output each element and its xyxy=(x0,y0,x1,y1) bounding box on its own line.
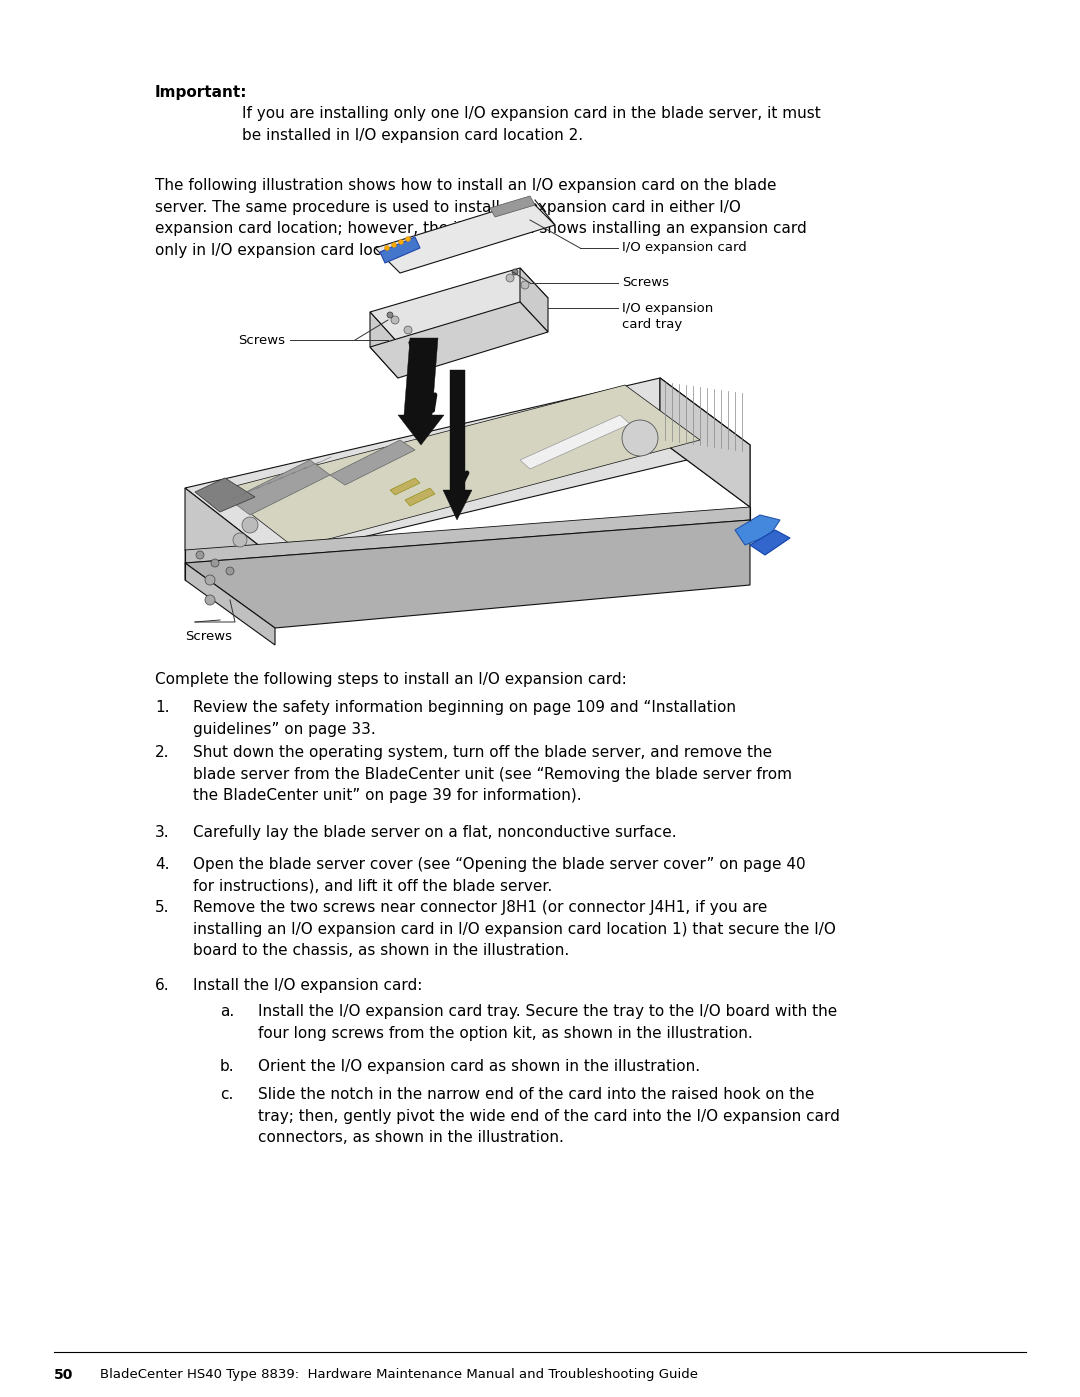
Polygon shape xyxy=(185,507,750,563)
Text: Install the I/O expansion card tray. Secure the tray to the I/O board with the
f: Install the I/O expansion card tray. Sec… xyxy=(258,1004,837,1041)
Circle shape xyxy=(211,559,219,567)
Circle shape xyxy=(205,576,215,585)
Text: 50: 50 xyxy=(54,1368,73,1382)
Polygon shape xyxy=(195,478,255,511)
Circle shape xyxy=(205,595,215,605)
Polygon shape xyxy=(443,490,472,520)
Polygon shape xyxy=(230,460,330,515)
Text: c.: c. xyxy=(220,1087,233,1102)
Text: a.: a. xyxy=(220,1004,234,1018)
Text: Complete the following steps to install an I/O expansion card:: Complete the following steps to install … xyxy=(156,672,626,687)
Text: If you are installing only one I/O expansion card in the blade server, it must
b: If you are installing only one I/O expan… xyxy=(242,106,821,142)
Text: Orient the I/O expansion card as shown in the illustration.: Orient the I/O expansion card as shown i… xyxy=(258,1059,700,1074)
Polygon shape xyxy=(519,268,548,332)
Polygon shape xyxy=(185,488,275,620)
Circle shape xyxy=(391,243,396,247)
Polygon shape xyxy=(185,379,750,557)
Polygon shape xyxy=(330,440,415,485)
Polygon shape xyxy=(390,478,420,495)
Circle shape xyxy=(226,567,234,576)
Polygon shape xyxy=(375,200,555,272)
Text: Shut down the operating system, turn off the blade server, and remove the
blade : Shut down the operating system, turn off… xyxy=(193,745,792,803)
Text: Open the blade server cover (see “Opening the blade server cover” on page 40
for: Open the blade server cover (see “Openin… xyxy=(193,856,806,894)
Polygon shape xyxy=(660,379,750,507)
Polygon shape xyxy=(370,312,399,379)
Text: 1.: 1. xyxy=(156,700,170,715)
Polygon shape xyxy=(185,520,750,629)
Polygon shape xyxy=(450,370,465,490)
Text: b.: b. xyxy=(220,1059,234,1074)
Circle shape xyxy=(391,316,399,324)
Polygon shape xyxy=(405,488,435,506)
Text: 4.: 4. xyxy=(156,856,170,872)
Text: Screws: Screws xyxy=(622,277,669,289)
Circle shape xyxy=(384,246,390,250)
Polygon shape xyxy=(404,338,438,415)
Text: BladeCenter HS40 Type 8839:  Hardware Maintenance Manual and Troubleshooting Gui: BladeCenter HS40 Type 8839: Hardware Mai… xyxy=(100,1368,698,1382)
Text: I/O expansion card: I/O expansion card xyxy=(622,242,746,254)
Text: I/O expansion
card tray: I/O expansion card tray xyxy=(622,302,713,331)
Circle shape xyxy=(622,420,658,455)
Polygon shape xyxy=(750,529,789,555)
Polygon shape xyxy=(370,268,548,344)
Circle shape xyxy=(233,534,247,548)
Text: Slide the notch in the narrow end of the card into the raised hook on the
tray; : Slide the notch in the narrow end of the… xyxy=(258,1087,840,1146)
Circle shape xyxy=(195,550,204,559)
Circle shape xyxy=(242,517,258,534)
Polygon shape xyxy=(490,196,535,217)
Text: Screws: Screws xyxy=(238,334,285,346)
Circle shape xyxy=(404,326,411,334)
Polygon shape xyxy=(220,386,700,548)
Text: Important:: Important: xyxy=(156,85,247,101)
Text: Carefully lay the blade server on a flat, nonconductive surface.: Carefully lay the blade server on a flat… xyxy=(193,826,677,840)
Text: 2.: 2. xyxy=(156,745,170,760)
Polygon shape xyxy=(399,415,444,446)
Text: Remove the two screws near connector J8H1 (or connector J4H1, if you are
install: Remove the two screws near connector J8H… xyxy=(193,900,836,958)
Circle shape xyxy=(512,270,518,275)
Text: The following illustration shows how to install an I/O expansion card on the bla: The following illustration shows how to … xyxy=(156,177,807,258)
Polygon shape xyxy=(185,563,275,645)
Polygon shape xyxy=(660,379,750,507)
Circle shape xyxy=(405,236,410,242)
Text: Install the I/O expansion card:: Install the I/O expansion card: xyxy=(193,978,422,993)
Text: 3.: 3. xyxy=(156,826,170,840)
Polygon shape xyxy=(735,515,780,545)
Text: 5.: 5. xyxy=(156,900,170,915)
Text: Review the safety information beginning on page 109 and “Installation
guidelines: Review the safety information beginning … xyxy=(193,700,735,736)
Text: Screws: Screws xyxy=(185,630,232,643)
Circle shape xyxy=(521,281,529,289)
Circle shape xyxy=(399,239,404,244)
Circle shape xyxy=(387,312,393,319)
Text: 6.: 6. xyxy=(156,978,170,993)
Polygon shape xyxy=(380,237,420,263)
Polygon shape xyxy=(519,415,630,469)
Polygon shape xyxy=(370,302,548,379)
Circle shape xyxy=(507,274,514,282)
